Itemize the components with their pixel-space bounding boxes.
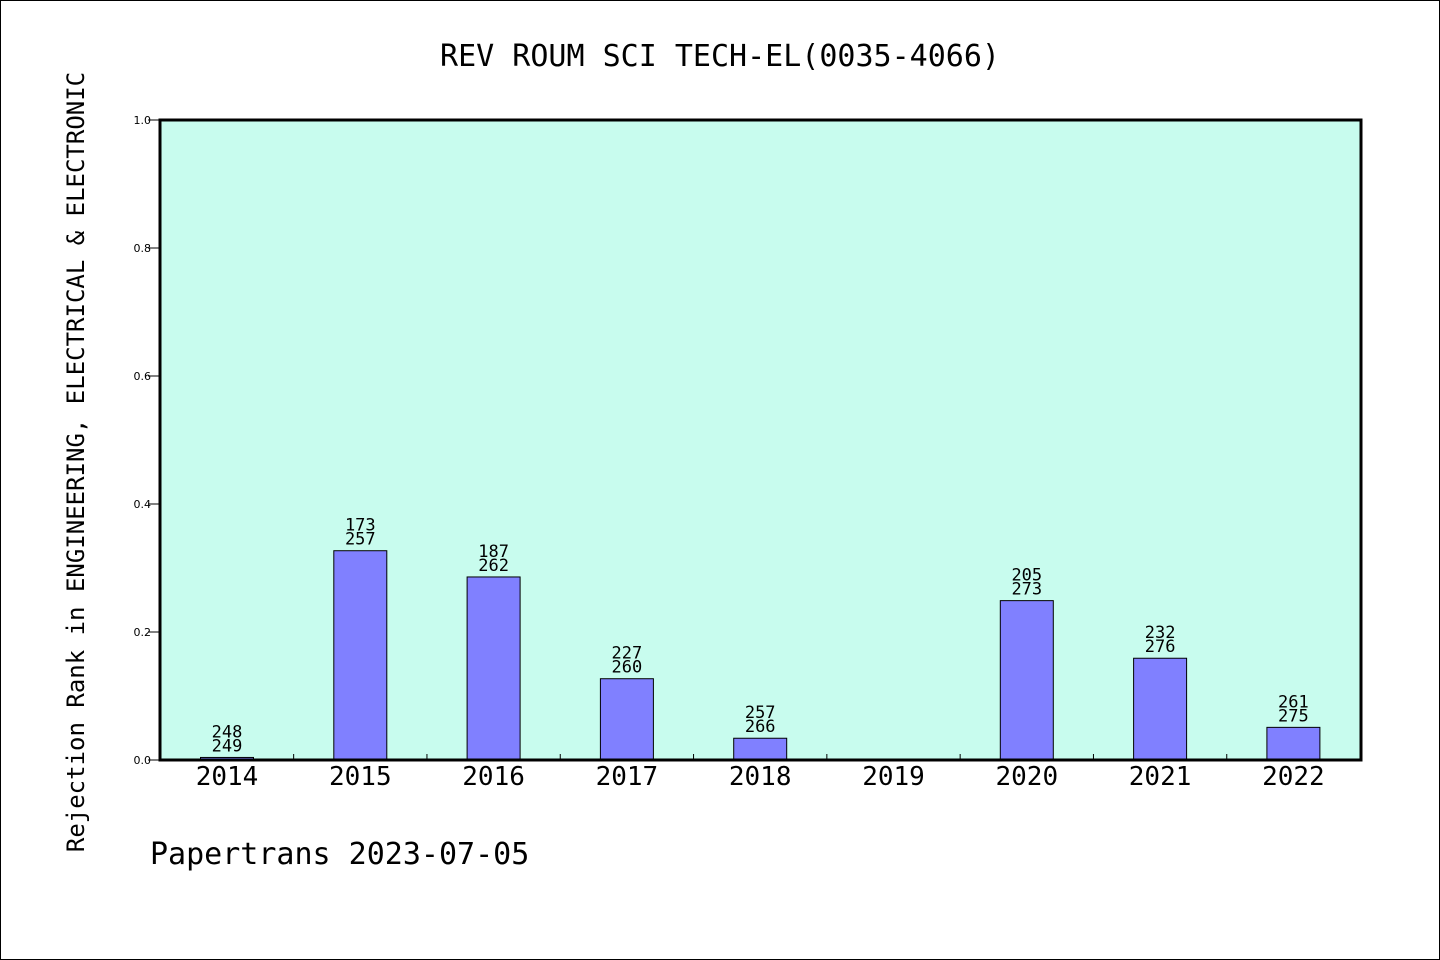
bar-data-label: 249	[212, 736, 243, 756]
y-tick-label: 0.4	[134, 498, 152, 511]
bar-data-label: 173	[345, 516, 376, 536]
x-tick-label: 2019	[862, 762, 925, 792]
bar-data-label: 262	[478, 556, 509, 576]
bar-2016	[466, 576, 521, 761]
bar-labels-group: 2482491732571872622272602572662052732322…	[212, 516, 1309, 757]
y-tick-label: 0.0	[134, 754, 152, 767]
y-ticks-group: 0.0 0.2 0.4 0.6 0.8 1.0	[134, 114, 160, 767]
bar-2015	[333, 550, 388, 761]
x-tick-label: 2021	[1129, 762, 1192, 792]
bar-data-label: 257	[745, 703, 776, 723]
chart-title: REV ROUM SCI TECH-EL(0035-4066)	[440, 39, 1000, 74]
x-tick-label: 2015	[329, 762, 392, 792]
x-tick-label: 2018	[729, 762, 792, 792]
bar-data-label: 273	[1011, 580, 1042, 600]
bar-data-label: 227	[612, 644, 643, 664]
bar-data-label: 257	[345, 530, 376, 550]
bar-data-label: 187	[478, 542, 509, 562]
bar-data-label: 275	[1278, 706, 1309, 726]
bars-group	[200, 550, 1321, 761]
y-tick-label: 0.6	[134, 370, 152, 383]
bar-data-label: 205	[1011, 566, 1042, 586]
bar-2017	[599, 678, 654, 761]
y-tick-label: 0.8	[134, 242, 152, 255]
x-tick-label: 2014	[196, 762, 259, 792]
x-ticks-group: 2014 2015 2016 2017 2018 2019 2020 2021 2022	[196, 754, 1325, 792]
bar-data-label: 266	[745, 717, 776, 737]
x-tick-label: 2017	[596, 762, 659, 792]
y-tick-label: 1.0	[134, 114, 152, 127]
bar-2020	[999, 600, 1054, 761]
bar-data-label: 232	[1145, 623, 1176, 643]
bar-2021	[1133, 657, 1188, 761]
y-tick-label: 0.2	[134, 626, 152, 639]
bar-2022	[1266, 726, 1321, 761]
x-tick-label: 2022	[1262, 762, 1325, 792]
x-tick-label: 2016	[462, 762, 525, 792]
bar-data-label: 248	[212, 722, 243, 742]
y-axis-label: Rejection Rank in ENGINEERING, ELECTRICA…	[62, 72, 90, 852]
bar-2018	[733, 737, 788, 761]
bar-data-label: 260	[612, 658, 643, 678]
footer-credit: Papertrans 2023-07-05	[150, 837, 529, 872]
bar-data-label: 261	[1278, 692, 1309, 712]
x-tick-label: 2020	[995, 762, 1058, 792]
bar-data-label: 276	[1145, 637, 1176, 657]
plot-border	[158, 118, 1363, 762]
